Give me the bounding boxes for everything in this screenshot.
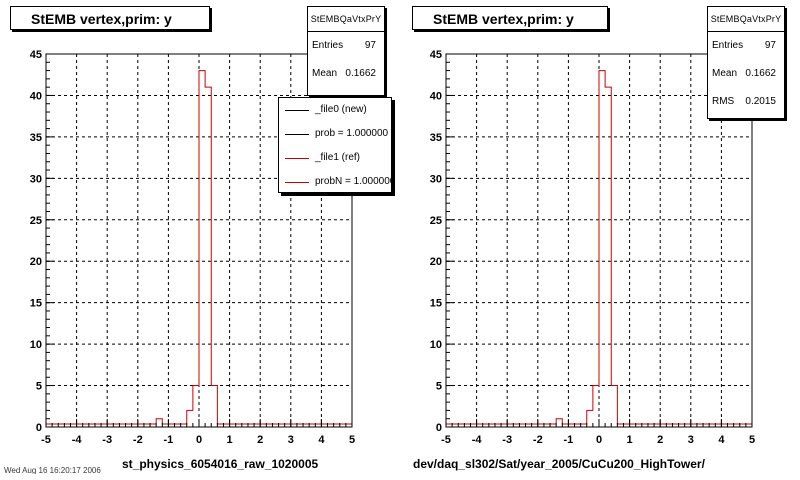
right-stats-label: RMS xyxy=(712,96,735,107)
left-x-tick-label: -5 xyxy=(41,434,51,446)
right-stats-row-entries: Entries 97 xyxy=(708,32,784,60)
left-x-tick-label: 5 xyxy=(349,434,355,446)
right-chart-title: StEMB vertex,prim: y xyxy=(433,11,574,27)
legend-label: _file1 (ref) xyxy=(315,152,361,163)
legend-swatch xyxy=(285,110,309,111)
legend-entry-probn: probN = 1.000000 xyxy=(279,170,392,192)
legend-label: prob = 1.000000 xyxy=(315,128,389,139)
left-y-tick-label: 0 xyxy=(36,422,42,434)
right-y-tick-label: 45 xyxy=(430,49,442,61)
left-stats-label: Mean xyxy=(312,68,338,79)
left-stats-box: StEMBQaVtxPrY Entries 97 Mean 0.1662 xyxy=(307,6,385,96)
right-y-tick-label: 0 xyxy=(436,422,442,434)
left-y-tick-label: 40 xyxy=(30,90,42,102)
right-stats-label: Mean xyxy=(712,68,738,79)
legend-box: _file0 (new) prob = 1.000000 _file1 (ref… xyxy=(278,97,392,193)
right-y-tick-label: 25 xyxy=(430,215,442,227)
left-y-tick-label: 30 xyxy=(30,173,42,185)
right-stats-row-rms: RMS 0.2015 xyxy=(708,88,784,116)
right-x-tick-label: -4 xyxy=(472,434,483,446)
left-x-tick-label: -1 xyxy=(164,434,174,446)
right-y-tick-label: 30 xyxy=(430,173,442,185)
right-x-tick-label: 0 xyxy=(596,434,602,446)
right-x-tick-label: -1 xyxy=(564,434,574,446)
right-stats-box: StEMBQaVtxPrY Entries 97 Mean 0.1662 RMS… xyxy=(707,6,785,119)
right-histogram-line xyxy=(446,70,752,425)
left-stats-label: Entries xyxy=(312,40,344,51)
right-stats-label: Entries xyxy=(712,40,744,51)
right-y-tick-label: 5 xyxy=(436,381,442,393)
left-x-tick-label: -2 xyxy=(133,434,143,446)
legend-swatch xyxy=(285,158,309,159)
left-y-tick-label: 35 xyxy=(30,132,42,144)
right-y-tick-label: 35 xyxy=(430,132,442,144)
left-stats-value: 97 xyxy=(364,40,376,51)
left-stats-value: 0.1662 xyxy=(345,68,376,79)
left-x-tick-label: 4 xyxy=(318,434,325,446)
legend-label: probN = 1.000000 xyxy=(315,176,392,187)
legend-label: _file0 (new) xyxy=(315,104,367,115)
left-y-tick-label: 5 xyxy=(36,381,42,393)
right-x-tick-label: -2 xyxy=(533,434,543,446)
legend-swatch xyxy=(285,134,309,135)
right-x-tick-label: -3 xyxy=(502,434,512,446)
left-chart-title: StEMB vertex,prim: y xyxy=(31,11,172,27)
left-x-tick-label: 2 xyxy=(257,434,263,446)
right-x-axis-label: dev/daq_sl302/Sat/year_2005/CuCu200_High… xyxy=(413,457,705,471)
left-x-tick-label: 3 xyxy=(288,434,294,446)
right-x-tick-label: 1 xyxy=(627,434,633,446)
right-stats-value: 0.2015 xyxy=(745,96,776,107)
right-x-tick-label: 3 xyxy=(688,434,694,446)
left-stats-name: StEMBQaVtxPrY xyxy=(308,7,384,32)
right-title-box: StEMB vertex,prim: y xyxy=(412,6,608,30)
right-stats-row-mean: Mean 0.1662 xyxy=(708,60,784,88)
left-y-tick-label: 20 xyxy=(30,256,42,268)
left-histogram-line xyxy=(46,70,352,425)
right-stats-value: 97 xyxy=(764,40,776,51)
right-x-tick-label: 4 xyxy=(718,434,725,446)
left-x-axis-label: st_physics_6054016_raw_1020005 xyxy=(122,457,319,471)
right-y-tick-label: 15 xyxy=(430,298,442,310)
left-x-tick-label: 0 xyxy=(196,434,202,446)
legend-swatch xyxy=(285,182,309,183)
right-y-tick-label: 20 xyxy=(430,256,442,268)
left-title-box: StEMB vertex,prim: y xyxy=(10,6,210,30)
left-stats-row-entries: Entries 97 xyxy=(308,32,384,60)
right-y-tick-label: 10 xyxy=(430,339,442,351)
legend-entry-file1: _file1 (ref) xyxy=(279,146,391,170)
right-x-tick-label: 5 xyxy=(749,434,755,446)
left-y-tick-label: 45 xyxy=(30,49,42,61)
legend-entry-file0: _file0 (new) xyxy=(279,98,391,122)
right-x-tick-label: -5 xyxy=(441,434,451,446)
left-y-tick-label: 10 xyxy=(30,339,42,351)
left-y-tick-label: 15 xyxy=(30,298,42,310)
left-x-tick-label: -3 xyxy=(102,434,112,446)
left-x-tick-label: -4 xyxy=(72,434,83,446)
left-x-tick-label: 1 xyxy=(227,434,233,446)
legend-entry-prob: prob = 1.000000 xyxy=(279,122,391,146)
left-y-tick-label: 25 xyxy=(30,215,42,227)
right-y-tick-label: 40 xyxy=(430,90,442,102)
footer-timestamp: Wed Aug 16 16:20:17 2006 xyxy=(4,466,101,474)
right-stats-name: StEMBQaVtxPrY xyxy=(708,7,784,32)
right-stats-value: 0.1662 xyxy=(745,68,776,79)
right-x-tick-label: 2 xyxy=(657,434,663,446)
left-stats-row-mean: Mean 0.1662 xyxy=(308,60,384,88)
